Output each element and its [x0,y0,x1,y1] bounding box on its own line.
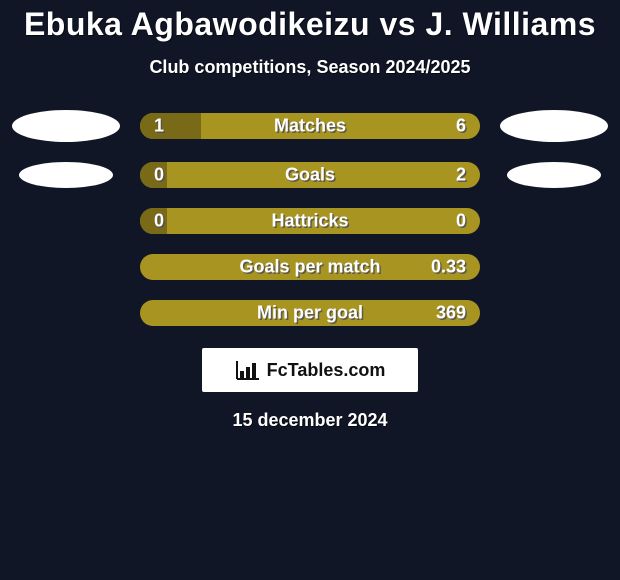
stat-label: Goals [285,165,335,186]
logo-text: FcTables.com [267,360,386,381]
stat-row: Goals 0 2 [0,162,620,188]
stat-value-left: 0 [154,211,164,232]
stat-row: Hattricks 0 0 [0,208,620,234]
avatar-spacer [12,313,120,314]
team-right-avatar [507,162,601,188]
stat-value-right: 0 [456,211,466,232]
stat-bar: Hattricks 0 0 [140,208,480,234]
avatar-spacer [500,267,608,268]
fctables-logo: FcTables.com [202,348,418,392]
avatar-spacer [500,221,608,222]
logo-text-after: Tables.com [288,360,386,380]
stat-row: Min per goal 369 [0,300,620,326]
stat-label: Hattricks [271,211,348,232]
logo-text-before: Fc [267,360,288,380]
team-left-avatar [19,162,113,188]
player-left-avatar [12,110,120,142]
avatar-spacer [12,267,120,268]
stat-bar: Goals 0 2 [140,162,480,188]
stat-bar: Min per goal 369 [140,300,480,326]
stat-value-left: 0 [154,165,164,186]
stat-bar: Goals per match 0.33 [140,254,480,280]
avatar-spacer [500,313,608,314]
subtitle: Club competitions, Season 2024/2025 [0,57,620,78]
player-right-avatar [500,110,608,142]
stat-value-right: 0.33 [431,257,466,278]
stat-row: Matches 1 6 [0,110,620,142]
page-title: Ebuka Agbawodikeizu vs J. Williams [0,0,620,43]
date-line: 15 december 2024 [0,410,620,431]
bar-chart-icon [235,359,261,381]
stat-value-right: 369 [436,303,466,324]
stat-row: Goals per match 0.33 [0,254,620,280]
stat-label: Matches [274,116,346,137]
avatar-spacer [12,221,120,222]
stat-label: Min per goal [257,303,363,324]
stat-value-left: 1 [154,116,164,137]
stat-value-right: 2 [456,165,466,186]
stat-rows: Matches 1 6 Goals 0 2 Hattricks 0 0 Goals per mat… [0,110,620,326]
comparison-infographic: Ebuka Agbawodikeizu vs J. Williams Club … [0,0,620,580]
stat-label: Goals per match [239,257,380,278]
stat-value-right: 6 [456,116,466,137]
stat-bar-fill [140,113,201,139]
stat-bar: Matches 1 6 [140,113,480,139]
